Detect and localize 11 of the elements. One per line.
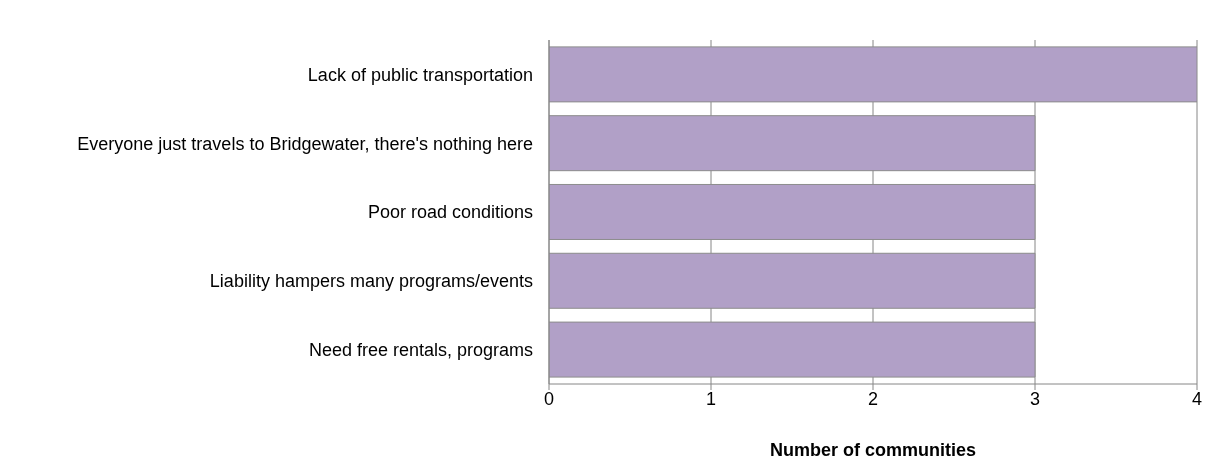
x-tick-label: 2 [867,388,879,409]
y-tick-label: Need free rentals, programs [308,339,533,360]
y-tick-label: Lack of public transportation [307,64,533,85]
x-tick-label: 4 [1191,388,1203,409]
x-tick-label: 1 [705,388,717,409]
y-tick-label: Liability hampers many programs/events [209,271,533,292]
x-tick-label: 3 [1029,388,1041,409]
x-tick-label: 0 [543,388,555,409]
x-axis-title: Number of communities [769,440,977,460]
y-tick-label: Poor road conditions [367,202,533,223]
y-tick-label: Everyone just travels to Bridgewater, there's nothing here [77,133,533,154]
